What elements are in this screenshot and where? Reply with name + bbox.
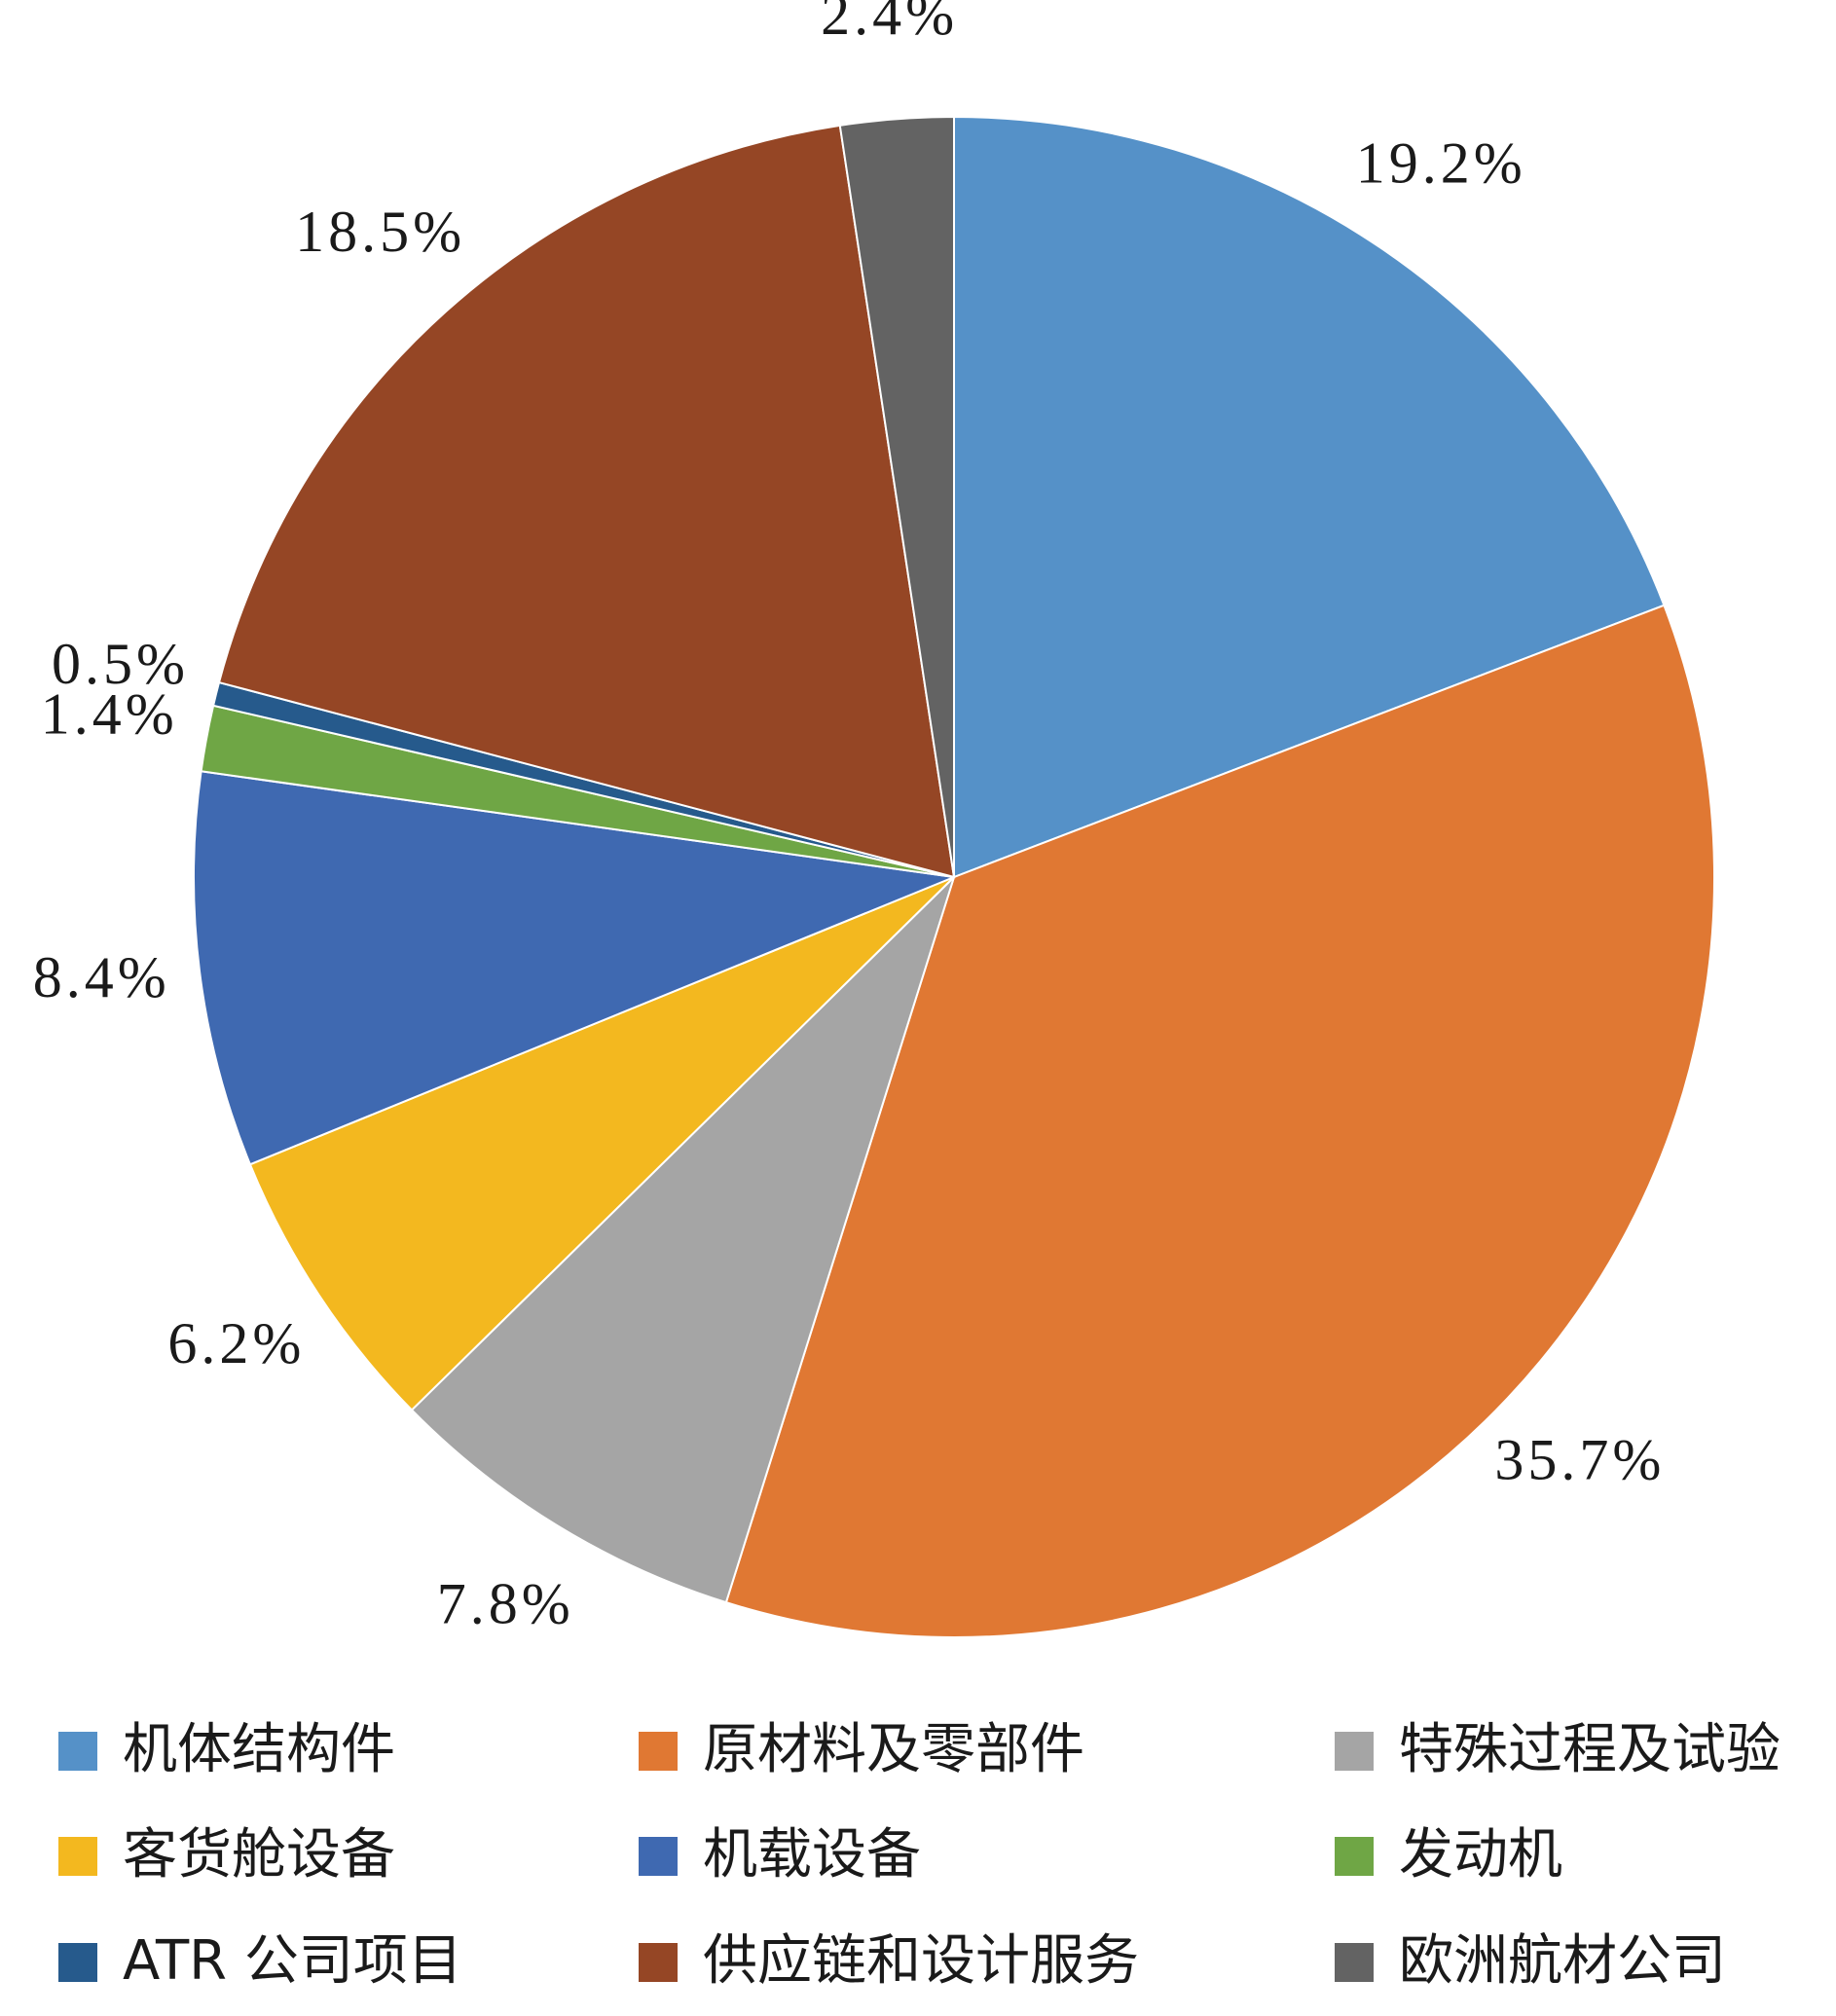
- legend-swatch: [58, 1837, 97, 1876]
- pie-slice: [838, 115, 955, 878]
- pie-slice: [248, 876, 955, 1411]
- legend-label: 特殊过程及试验: [1399, 1718, 1781, 1781]
- value-label: 0.5%: [52, 632, 189, 696]
- value-label: 19.2%: [1356, 131, 1526, 196]
- legend-swatch: [639, 1837, 678, 1876]
- value-label: 6.2%: [167, 1311, 305, 1375]
- pie-slice: [410, 876, 955, 1604]
- legend-swatch: [1335, 1837, 1374, 1876]
- value-label: 7.8%: [437, 1571, 574, 1635]
- value-label: 35.7%: [1494, 1427, 1665, 1491]
- pie-slice: [193, 770, 958, 1166]
- legend-swatch: [1335, 1732, 1374, 1771]
- legend-swatch: [639, 1943, 678, 1982]
- legend-swatch: [58, 1732, 97, 1771]
- legend-swatch: [58, 1943, 97, 1982]
- value-label: 1.4%: [41, 682, 178, 747]
- legend-label: 发动机: [1399, 1823, 1562, 1887]
- legend-label: 客货舱设备: [123, 1823, 395, 1887]
- legend-swatch: [639, 1732, 678, 1771]
- value-label: 2.4%: [821, 0, 958, 47]
- legend-label: ATR 公司项目: [123, 1929, 462, 1993]
- value-label: 8.4%: [33, 945, 170, 1009]
- value-label: 18.5%: [295, 200, 465, 264]
- pie-slice: [724, 604, 1715, 1638]
- pie-slice: [953, 115, 1666, 879]
- legend-label: 机体结构件: [123, 1718, 395, 1781]
- legend-label: 欧洲航材公司: [1399, 1929, 1726, 1993]
- legend-label: 原材料及零部件: [703, 1718, 1084, 1781]
- legend-label: 机载设备: [703, 1823, 921, 1887]
- legend-label: 供应链和设计服务: [703, 1929, 1139, 1993]
- pie-slice: [217, 124, 956, 879]
- legend-swatch: [1335, 1943, 1374, 1982]
